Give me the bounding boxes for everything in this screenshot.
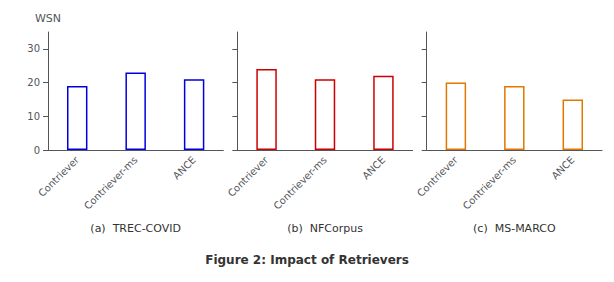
svg-text:(c) MS-MARCO: (c) MS-MARCO xyxy=(473,222,556,235)
svg-text:Contriever: Contriever xyxy=(226,153,272,199)
svg-text:0: 0 xyxy=(34,145,40,156)
svg-text:10: 10 xyxy=(27,111,40,122)
svg-text:Contriever: Contriever xyxy=(36,153,82,199)
svg-text:WSN: WSN xyxy=(35,12,61,25)
svg-text:Contriever-ms: Contriever-ms xyxy=(271,154,329,212)
svg-text:ANCE: ANCE xyxy=(360,154,387,181)
svg-text:30: 30 xyxy=(27,43,40,54)
svg-text:Contriever-ms: Contriever-ms xyxy=(82,154,140,212)
svg-text:ANCE: ANCE xyxy=(171,154,198,181)
svg-text:Contriever: Contriever xyxy=(415,153,461,199)
svg-text:20: 20 xyxy=(27,77,40,88)
svg-text:ANCE: ANCE xyxy=(549,154,576,181)
svg-text:(b) NFCorpus: (b) NFCorpus xyxy=(287,222,363,235)
svg-text:Figure 2: Impact of Retrievers: Figure 2: Impact of Retrievers xyxy=(205,253,409,267)
svg-text:(a) TREC-COVID: (a) TREC-COVID xyxy=(90,222,181,235)
svg-text:Contriever-ms: Contriever-ms xyxy=(461,154,519,212)
